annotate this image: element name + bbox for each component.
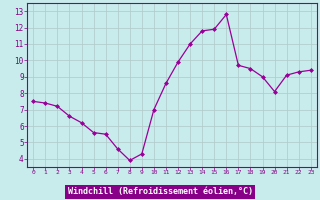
Text: Windchill (Refroidissement éolien,°C): Windchill (Refroidissement éolien,°C) [68,187,252,196]
